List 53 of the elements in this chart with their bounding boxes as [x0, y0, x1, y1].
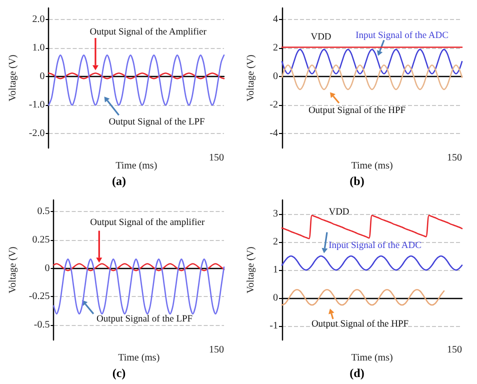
line-series [281, 255, 463, 271]
y-tick-label: 2 [273, 42, 278, 54]
y-tick-label: -1.0 [28, 100, 45, 111]
y-axis-title: Voltage (V) [246, 54, 256, 102]
text: (b) [350, 174, 364, 188]
series-label: VDD [328, 208, 350, 218]
y-tick-label: 1.0 [32, 42, 45, 54]
x-axis-title: Time (ms) [118, 352, 160, 364]
text: (d) [350, 366, 364, 380]
y-tick-label: 1 [273, 264, 278, 276]
y-tick-label: -0.25 [28, 291, 50, 302]
y-tick-label: 0.5 [37, 206, 50, 217]
y-tick-label: 0 [273, 71, 278, 82]
y-tick-label: 0.25 [32, 234, 50, 246]
y-axis-title: Voltage (V) [246, 246, 256, 294]
line-series [48, 54, 225, 106]
series-label: Input Signal of the ADC [328, 241, 422, 252]
text: 150 [209, 344, 224, 356]
y-tick-label: 0 [44, 262, 50, 274]
text: 150 [447, 344, 462, 356]
text: Output Signal of the Amplifier [90, 27, 208, 38]
series-label: VDD [310, 32, 332, 42]
text: Output Signal of the amplifier [90, 218, 206, 228]
line-series [53, 258, 225, 314]
y-tick-label: 3 [273, 208, 278, 220]
series-label: Input Signal of the ADC [356, 30, 448, 41]
line-series [281, 214, 463, 240]
x-axis-title: Time (ms) [351, 160, 393, 172]
line-series [281, 288, 445, 306]
y-tick-label: 0 [273, 292, 278, 304]
y-tick-label: 4 [273, 14, 278, 25]
y-tick-label: 2 [273, 236, 278, 248]
text: 150 [209, 152, 224, 164]
line-series [281, 64, 463, 90]
y-tick-label: 2.0 [32, 14, 45, 25]
y-tick-label: -4 [270, 128, 278, 140]
line-series [281, 48, 463, 74]
y-tick-label: -1 [270, 320, 278, 332]
text: (a) [112, 174, 126, 188]
text: 150 [447, 152, 462, 164]
y-tick-label: 0 [40, 71, 45, 82]
y-tick-label: -2.0 [28, 128, 45, 140]
series-label: Output Signal of the HPF [311, 320, 409, 330]
series-label: Output Signal of the HPF [308, 106, 406, 116]
y-tick-label: -2 [270, 100, 278, 111]
series-label: Output Signal of the LPF [108, 117, 205, 128]
y-axis-title: Voltage (V) [8, 54, 18, 102]
x-axis-title: Time (ms) [351, 352, 393, 364]
series-label: Output Signal of the LPF [96, 314, 193, 325]
x-axis-title: Time (ms) [116, 160, 158, 172]
y-tick-label: -0.5 [34, 320, 50, 331]
text: (c) [112, 366, 126, 380]
y-axis-title: Voltage (V) [8, 246, 18, 294]
